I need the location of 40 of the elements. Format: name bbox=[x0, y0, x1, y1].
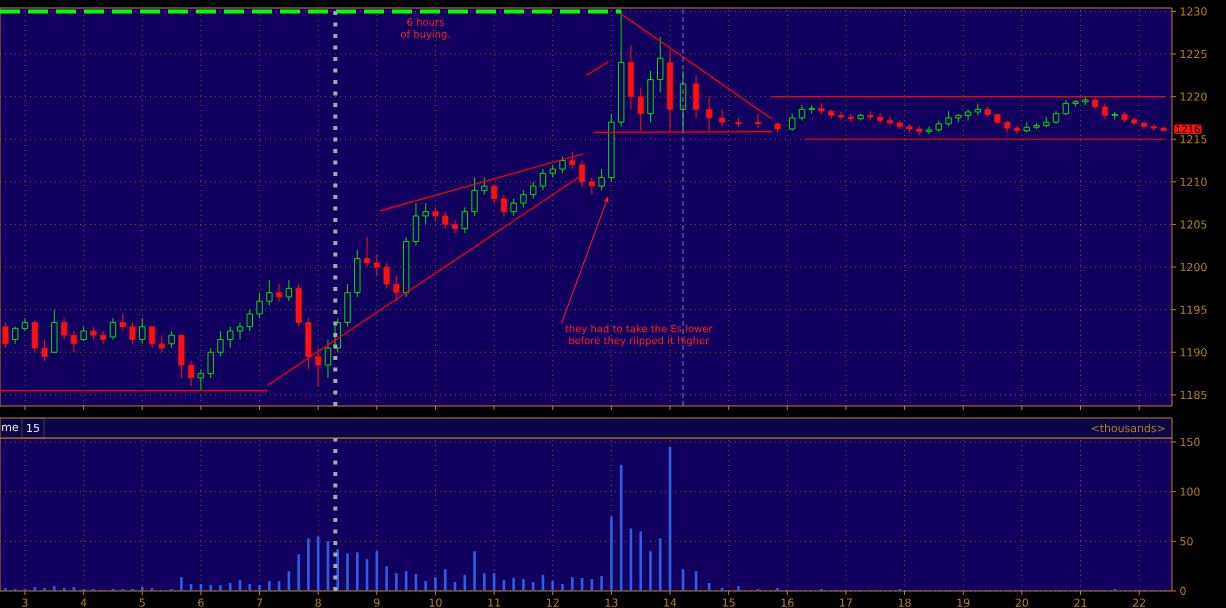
x-tick-label: 14 bbox=[664, 598, 677, 607]
x-tick-label: 9 bbox=[374, 598, 380, 607]
x-tick-label: 15 bbox=[722, 598, 735, 607]
y-tick-label: 1225 bbox=[1180, 49, 1207, 59]
y-tick-label: 1185 bbox=[1180, 390, 1207, 400]
y-tick-label: 100 bbox=[1180, 487, 1200, 496]
annotation: they had to take the Es lower before they riipped it higher bbox=[565, 324, 713, 347]
x-tick-label: 16 bbox=[781, 598, 794, 607]
x-tick-label: 4 bbox=[80, 598, 87, 607]
x-tick-label: 21 bbox=[1074, 598, 1087, 607]
y-tick-label: 1220 bbox=[1180, 92, 1207, 101]
x-tick-label: 20 bbox=[1015, 598, 1029, 607]
y-tick-label: 50 bbox=[1180, 537, 1193, 546]
x-tick-label: 8 bbox=[315, 598, 321, 607]
annotation: 6 hours of buying. bbox=[401, 18, 450, 40]
chart-subtitle: 15 bbox=[27, 423, 40, 433]
y-tick-label: 1230 bbox=[1180, 7, 1207, 16]
text: <thousands> bbox=[1091, 423, 1165, 433]
annotation: 1216 bbox=[1176, 125, 1200, 133]
y-tick-label: 1200 bbox=[1180, 262, 1207, 272]
y-tick-label: 1215 bbox=[1180, 135, 1207, 144]
x-tick-label: 5 bbox=[139, 598, 145, 607]
x-tick-label: 22 bbox=[1132, 598, 1146, 607]
y-tick-label: 150 bbox=[1180, 437, 1200, 447]
x-tick-label: 18 bbox=[898, 598, 911, 607]
chart-title: me bbox=[2, 424, 19, 432]
y-tick-label: 1205 bbox=[1180, 220, 1207, 229]
x-tick-label: 11 bbox=[488, 598, 501, 607]
y-tick-label: 1210 bbox=[1180, 177, 1207, 186]
x-tick-label: 3 bbox=[22, 598, 28, 607]
x-tick-label: 13 bbox=[605, 598, 618, 607]
x-tick-label: 10 bbox=[429, 598, 442, 607]
x-tick-label: 17 bbox=[840, 598, 852, 607]
y-tick-label: 1190 bbox=[1180, 348, 1207, 357]
y-tick-label: 0 bbox=[1180, 586, 1186, 596]
x-tick-label: 12 bbox=[546, 598, 559, 607]
x-tick-label: 7 bbox=[256, 598, 263, 607]
x-tick-label: 6 bbox=[198, 598, 204, 607]
x-tick-label: 19 bbox=[957, 598, 970, 607]
y-tick-label: 1195 bbox=[1180, 305, 1207, 314]
